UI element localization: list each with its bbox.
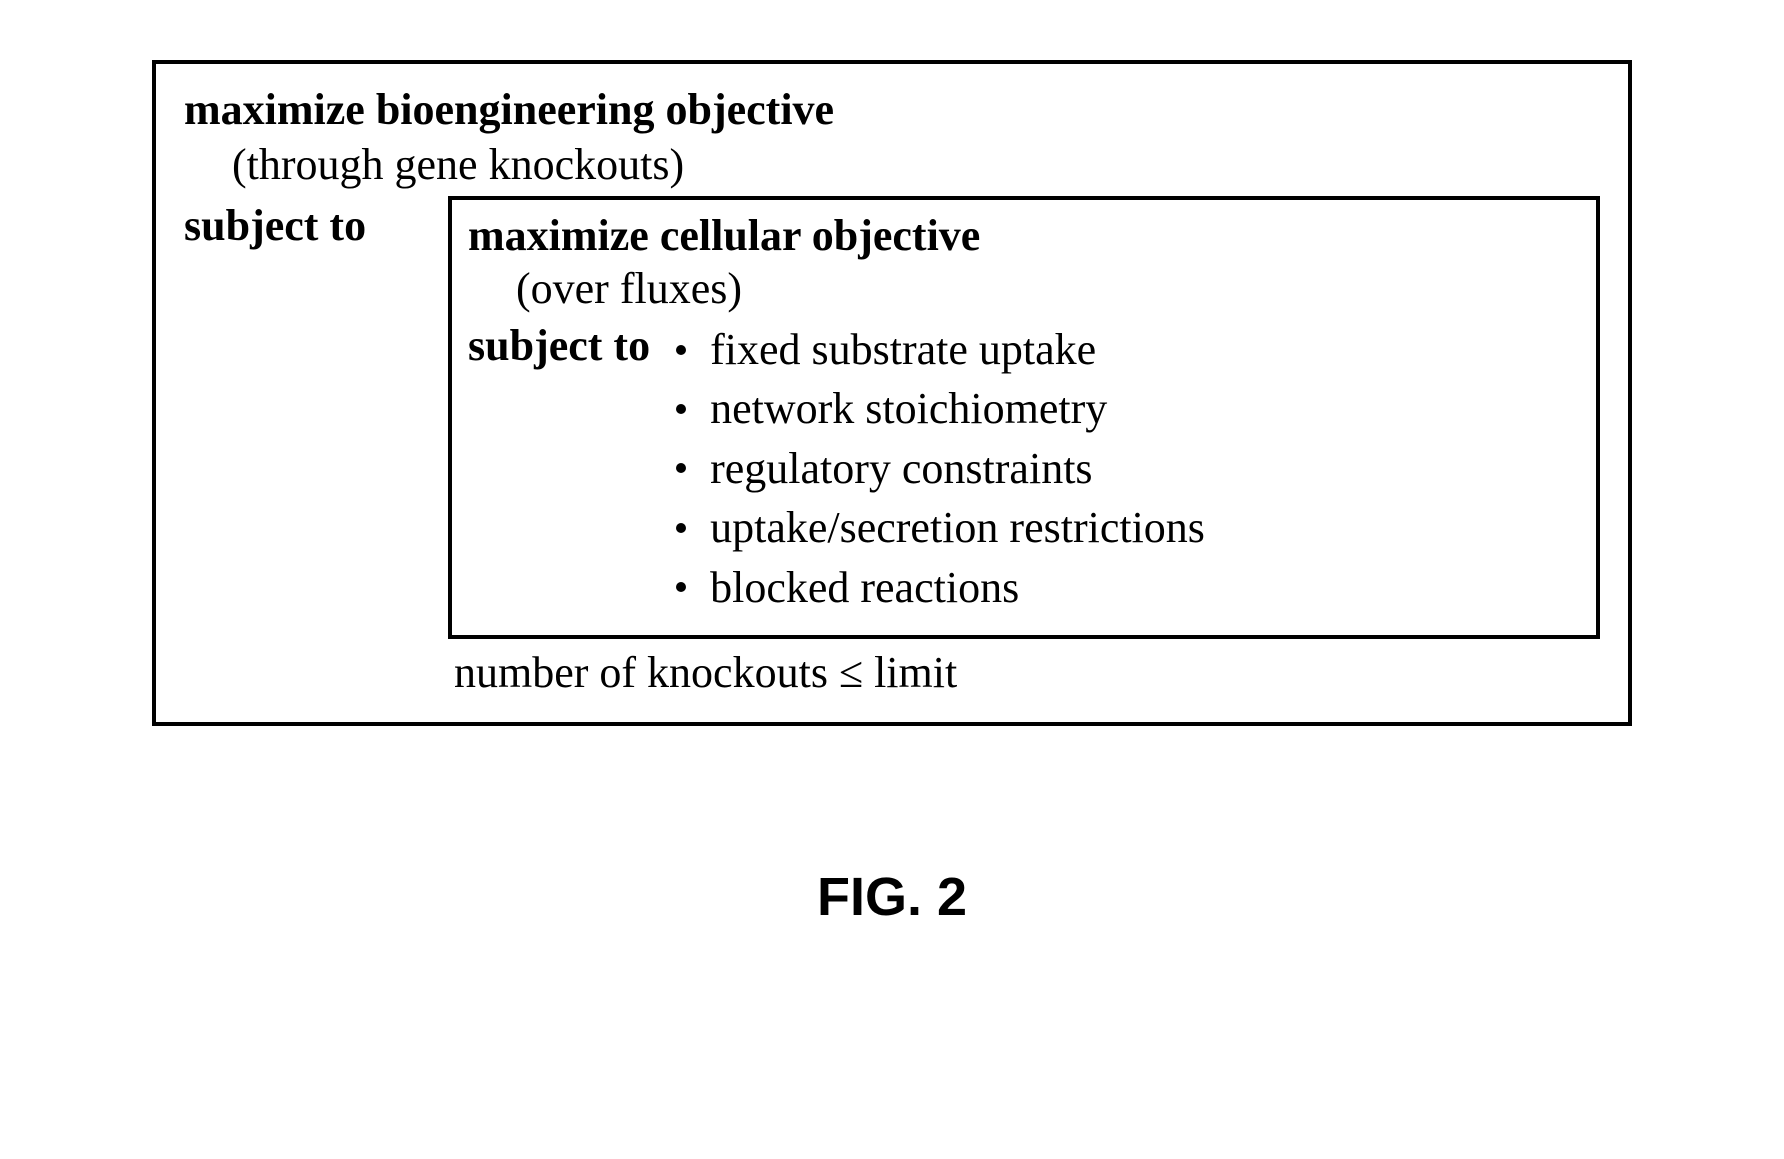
constraint-text: fixed substrate uptake	[710, 320, 1096, 379]
bullet-icon	[676, 404, 686, 414]
bullet-icon	[676, 582, 686, 592]
bullet-icon	[676, 345, 686, 355]
constraint-text: regulatory constraints	[710, 439, 1092, 498]
bullet-icon	[676, 523, 686, 533]
outer-subject-to-label: subject to	[184, 196, 424, 251]
inner-objective-subheading: (over fluxes)	[516, 263, 1576, 314]
constraint-item: network stoichiometry	[676, 379, 1576, 438]
figure-caption: FIG. 2	[60, 866, 1724, 928]
inner-subject-row: subject to fixed substrate uptake networ…	[468, 320, 1576, 617]
outer-subject-row: subject to maximize cellular objective (…	[184, 196, 1600, 698]
constraint-text: network stoichiometry	[710, 379, 1107, 438]
inner-subject-to-label: subject to	[468, 320, 650, 371]
outer-objective-heading: maximize bioengineering objective	[184, 84, 1600, 135]
constraint-item: blocked reactions	[676, 558, 1576, 617]
knockout-limit-constraint: number of knockouts ≤ limit	[454, 647, 1600, 698]
constraint-item: fixed substrate uptake	[676, 320, 1576, 379]
outer-optimization-box: maximize bioengineering objective (throu…	[152, 60, 1632, 726]
outer-objective-subheading: (through gene knockouts)	[232, 139, 1600, 190]
constraint-text: blocked reactions	[710, 558, 1019, 617]
inner-objective-heading: maximize cellular objective	[468, 210, 1576, 261]
outer-subject-content: maximize cellular objective (over fluxes…	[448, 196, 1600, 698]
constraint-item: regulatory constraints	[676, 439, 1576, 498]
constraint-item: uptake/secretion restrictions	[676, 498, 1576, 557]
constraint-text: uptake/secretion restrictions	[710, 498, 1205, 557]
inner-optimization-box: maximize cellular objective (over fluxes…	[448, 196, 1600, 639]
bullet-icon	[676, 463, 686, 473]
constraint-list: fixed substrate uptake network stoichiom…	[668, 320, 1576, 617]
